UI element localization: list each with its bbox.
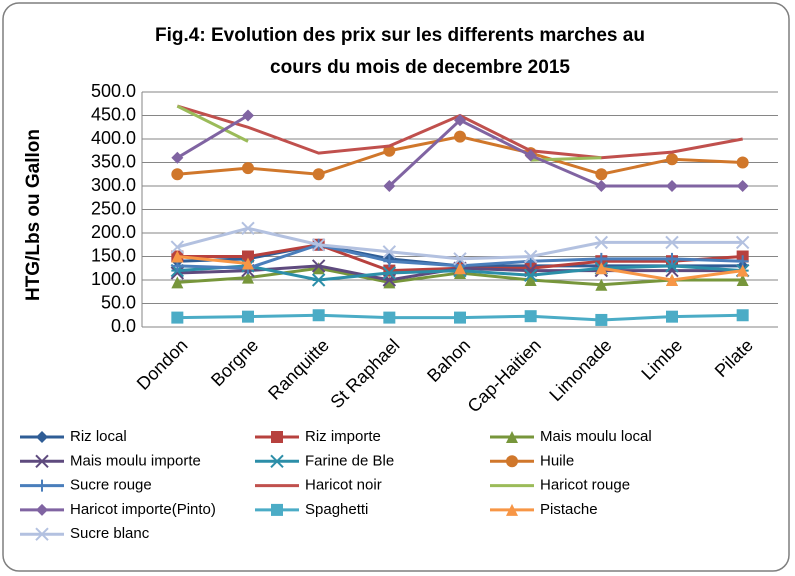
- marker: [271, 503, 283, 516]
- marker: [454, 114, 466, 127]
- marker: [453, 252, 467, 266]
- marker: [382, 266, 397, 280]
- chart-title: cours du mois de decembre 2015: [270, 57, 570, 78]
- legend-label: Haricot rouge: [540, 477, 630, 494]
- marker: [595, 278, 608, 291]
- marker: [171, 250, 184, 263]
- legend-label: Huile: [540, 452, 574, 469]
- marker: [271, 431, 283, 443]
- marker: [383, 311, 396, 324]
- y-tick-label: 0.0: [111, 316, 136, 336]
- legend-label: Sucre rouge: [70, 477, 152, 494]
- marker: [666, 252, 678, 265]
- series-line: [176, 114, 743, 188]
- marker: [35, 454, 49, 469]
- marker: [736, 180, 749, 192]
- marker: [666, 310, 678, 323]
- marker: [35, 527, 49, 541]
- marker: [171, 276, 184, 289]
- marker: [524, 310, 537, 323]
- marker: [594, 235, 609, 250]
- legend-label: Riz local: [70, 428, 127, 445]
- marker: [595, 262, 608, 275]
- legend-label: Pistache: [540, 501, 598, 518]
- marker: [454, 311, 466, 324]
- y-tick-label: 150.0: [91, 245, 136, 265]
- marker: [242, 162, 254, 175]
- marker: [595, 168, 608, 181]
- marker: [666, 274, 678, 286]
- marker: [171, 168, 184, 181]
- marker: [170, 240, 185, 254]
- marker: [665, 259, 679, 273]
- y-tick-label: 450.0: [91, 104, 136, 124]
- marker: [171, 311, 184, 324]
- marker: [736, 264, 749, 277]
- marker: [506, 503, 518, 516]
- marker: [735, 235, 750, 250]
- legend-label: Farine de Ble: [305, 452, 394, 469]
- chart-title: Fig.4: Evolution des prix sur les differ…: [155, 25, 645, 46]
- marker: [383, 276, 396, 289]
- marker: [665, 235, 679, 250]
- marker: [242, 250, 254, 263]
- marker: [242, 310, 254, 323]
- y-tick-label: 250.0: [91, 198, 136, 218]
- marker: [311, 238, 326, 252]
- marker: [736, 156, 749, 169]
- marker: [506, 455, 518, 468]
- legend-label: Riz importe: [305, 428, 381, 445]
- marker: [270, 454, 284, 469]
- marker: [171, 151, 184, 164]
- marker: [383, 255, 396, 268]
- marker: [666, 153, 678, 166]
- marker: [523, 268, 538, 283]
- marker: [382, 245, 397, 259]
- legend-label: Spaghetti: [305, 501, 368, 518]
- marker: [36, 479, 48, 492]
- marker: [524, 274, 537, 286]
- marker: [36, 503, 48, 516]
- marker: [595, 313, 608, 326]
- y-tick-label: 200.0: [91, 222, 136, 242]
- legend-label: Haricot noir: [305, 477, 382, 494]
- marker: [242, 257, 254, 270]
- legend-label: Mais moulu importe: [70, 452, 201, 469]
- y-tick-label: 400.0: [91, 128, 136, 148]
- marker: [736, 274, 749, 286]
- marker: [312, 309, 325, 322]
- legend-label: Haricot importe(Pinto): [70, 501, 216, 518]
- y-tick-label: 500.0: [91, 81, 136, 101]
- marker: [242, 271, 254, 284]
- marker: [383, 180, 396, 192]
- marker: [36, 431, 48, 443]
- marker: [311, 259, 326, 273]
- marker: [312, 262, 325, 275]
- legend-label: Mais moulu local: [540, 428, 652, 445]
- legend-label: Sucre blanc: [70, 525, 150, 542]
- marker: [506, 431, 518, 443]
- marker: [523, 249, 538, 264]
- y-axis-label: HTG/Lbs ou Gallon: [23, 129, 44, 301]
- marker: [736, 309, 749, 322]
- marker: [242, 109, 254, 122]
- marker: [666, 180, 678, 192]
- y-tick-label: 350.0: [91, 151, 136, 171]
- marker: [312, 168, 325, 181]
- y-tick-label: 50.0: [101, 292, 136, 312]
- marker: [595, 180, 608, 192]
- marker: [241, 221, 255, 236]
- y-tick-label: 300.0: [91, 175, 136, 195]
- y-tick-label: 100.0: [91, 269, 136, 289]
- marker: [524, 149, 537, 162]
- marker: [311, 273, 326, 287]
- marker: [454, 130, 466, 143]
- marker: [454, 262, 466, 275]
